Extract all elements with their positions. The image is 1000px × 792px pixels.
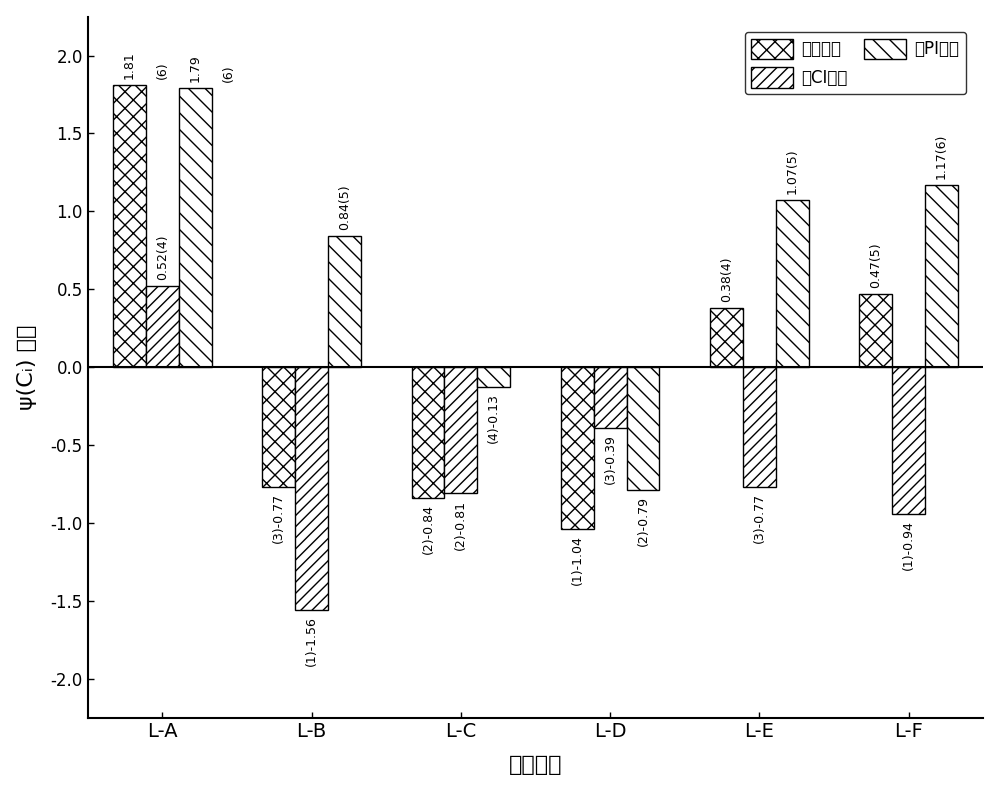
Text: 0.38(4): 0.38(4) [720,256,733,302]
Bar [859,294,892,367]
Text: 0.47(5): 0.47(5) [869,242,882,287]
Bar [561,367,594,529]
Bar [412,367,444,498]
Text: (1)-1.56: (1)-1.56 [305,616,318,666]
Text: (1)-0.94: (1)-0.94 [902,520,915,569]
Text: 1.81: 1.81 [123,51,136,79]
Bar [262,367,295,487]
Text: (4)-0.13: (4)-0.13 [487,394,500,444]
Bar [295,367,328,610]
Text: 0.84(5): 0.84(5) [338,185,351,230]
Bar [179,89,212,367]
Text: (2)-0.79: (2)-0.79 [636,497,649,546]
Bar [892,367,925,513]
Text: (2)-0.81: (2)-0.81 [454,500,467,550]
Bar [710,308,743,367]
Text: (6): (6) [221,64,234,82]
Text: (3)-0.77: (3)-0.77 [753,493,766,543]
Bar [113,86,146,367]
X-axis label: 候选位置: 候选位置 [509,756,562,775]
Text: (3)-0.39: (3)-0.39 [604,434,617,484]
Text: (3)-0.77: (3)-0.77 [272,493,285,543]
Bar [444,367,477,493]
Bar [594,367,627,428]
Bar [477,367,510,387]
Bar [627,367,659,490]
Text: (1)-1.04: (1)-1.04 [571,535,584,585]
Text: 0.52(4): 0.52(4) [156,234,169,280]
Text: (2)-0.84: (2)-0.84 [422,505,435,554]
Y-axis label: ψ(Cᵢ) 排序: ψ(Cᵢ) 排序 [17,325,37,409]
Bar [743,367,776,487]
Bar [925,185,958,367]
Bar [776,200,809,367]
Text: 1.79: 1.79 [189,55,202,82]
Text: 1.17(6): 1.17(6) [935,133,948,179]
Text: 1.07(5): 1.07(5) [786,149,799,194]
Legend: 所有指标, 只CI指标, 只PI指标: 所有指标, 只CI指标, 只PI指标 [745,32,966,94]
Bar [146,286,179,367]
Bar [328,236,361,367]
Text: (6): (6) [156,61,169,79]
